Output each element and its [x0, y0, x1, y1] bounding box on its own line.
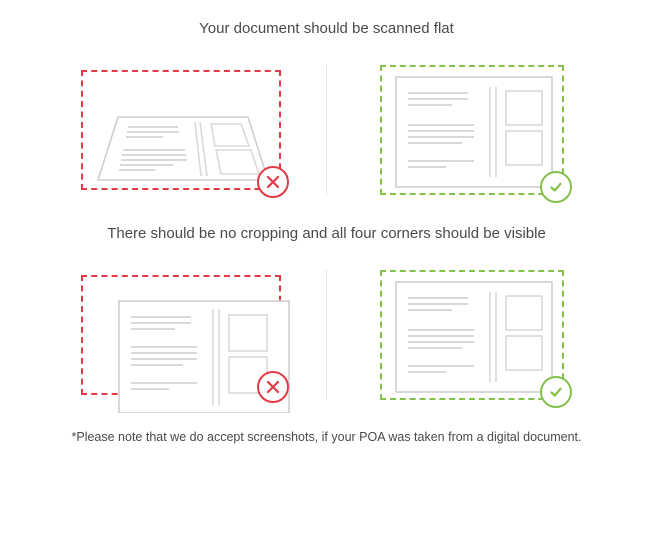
panel-flat-bad: [61, 70, 301, 190]
check-icon: [540, 376, 572, 408]
heading-corners: There should be no cropping and all four…: [30, 225, 623, 242]
frame-flat-bad: [81, 70, 281, 190]
frame-corners-good: [380, 270, 564, 400]
divider-1: [326, 65, 327, 195]
doc-angled: [83, 72, 283, 192]
doc-flat: [382, 67, 566, 197]
check-icon: [540, 171, 572, 203]
frame-flat-good: [380, 65, 564, 195]
cross-icon: [257, 166, 289, 198]
doc-full: [382, 272, 566, 402]
panel-corners-good: [352, 270, 592, 400]
row-flat: [30, 65, 623, 195]
footnote: *Please note that we do accept screensho…: [30, 430, 623, 444]
panel-corners-bad: [61, 275, 301, 395]
divider-2: [326, 270, 327, 400]
panel-flat-good: [352, 65, 592, 195]
heading-flat: Your document should be scanned flat: [30, 20, 623, 37]
row-corners: [30, 270, 623, 400]
cross-icon: [257, 371, 289, 403]
frame-corners-bad: [81, 275, 281, 395]
